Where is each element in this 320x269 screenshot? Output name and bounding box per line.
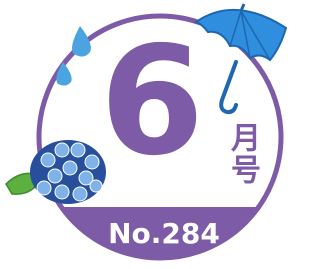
issue-suffix: 号 [231, 154, 261, 189]
month-suffix: 月 [231, 122, 261, 157]
month-number: 6 [100, 15, 204, 189]
hydrangea [6, 140, 106, 204]
page: 6 月 号 No.284 (() => { const data = JSON.… [0, 0, 320, 269]
raindrop [72, 26, 91, 57]
issue-number: No.284 [108, 217, 220, 250]
badge: 6 月 号 No.284 [0, 0, 296, 269]
